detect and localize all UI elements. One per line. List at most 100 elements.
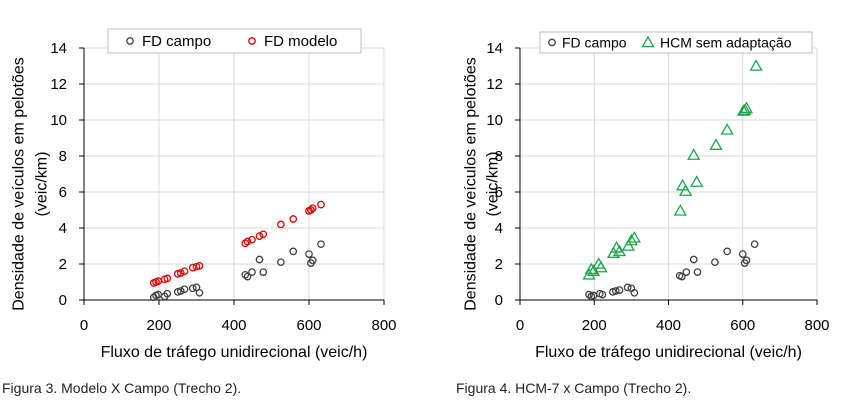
data-point-circle xyxy=(308,256,317,265)
data-point-triangle xyxy=(678,184,693,196)
legend-symbol-circle xyxy=(548,38,556,47)
data-point-circle xyxy=(176,269,185,277)
figure-3-caption: Figura 3. Modelo X Campo (Trecho 2). xyxy=(2,380,242,396)
data-point-circle xyxy=(255,255,264,264)
y-tick-label: 10 xyxy=(50,112,67,129)
data-point-circle xyxy=(255,232,264,240)
chart-hcm-vs-campo: 0 200 400 600 800 0 2 4 6 8 10 12 14 Fluxo de tráfego… xyxy=(463,31,830,361)
data-point-circle xyxy=(630,288,639,297)
x-axis-label: Fluxo de tráfego unidirecional (veic/h) xyxy=(101,344,368,361)
y-tick-label: 8 xyxy=(59,148,67,165)
legend-box xyxy=(539,31,813,54)
y-tick-label: 14 xyxy=(50,40,67,57)
data-point-circle xyxy=(277,258,285,267)
legend-symbol-triangle xyxy=(641,35,655,48)
data-point-triangle xyxy=(624,233,638,246)
data-point-circle xyxy=(738,250,747,258)
y-axis-label-line: Densidade de veículos em pelotões xyxy=(11,57,28,311)
data-point-circle xyxy=(289,215,298,223)
data-point-circle xyxy=(277,220,285,229)
data-point-circle xyxy=(308,204,317,213)
data-point-circle xyxy=(163,274,172,283)
legend-symbol-circle xyxy=(126,37,134,45)
y-tick-label: 4 xyxy=(495,220,503,237)
x-tick-label: 200 xyxy=(146,317,171,334)
data-point-circle xyxy=(711,258,719,267)
data-point-triangle xyxy=(627,231,641,243)
x-tick-label: 800 xyxy=(804,317,829,334)
data-point-circle xyxy=(611,287,620,295)
y-tick-label: 0 xyxy=(59,292,67,309)
x-tick-label: 800 xyxy=(371,317,396,334)
data-point-circle xyxy=(623,283,632,292)
data-point-circle xyxy=(678,272,686,281)
data-point-triangle xyxy=(690,175,704,187)
y-tick-label: 12 xyxy=(50,76,67,93)
x-tick-label: 200 xyxy=(582,317,607,334)
y-axis-label-line: (veic/km) xyxy=(485,152,502,217)
data-point-triangle xyxy=(594,260,608,273)
data-point-circle xyxy=(163,289,172,298)
data-point-triangle xyxy=(673,204,688,216)
data-point-circle xyxy=(289,247,298,256)
y-tick-label: 6 xyxy=(495,184,503,201)
y-tick-label: 0 xyxy=(495,292,503,309)
x-tick-label: 400 xyxy=(221,317,246,334)
y-tick-label: 10 xyxy=(486,112,503,129)
data-point-circle xyxy=(682,268,691,276)
y-tick-label: 4 xyxy=(59,220,67,237)
y-tick-label: 12 xyxy=(486,76,503,93)
data-point-circle xyxy=(195,288,204,297)
y-tick-label: 8 xyxy=(495,148,503,165)
data-point-circle xyxy=(689,255,698,264)
data-point-circle xyxy=(248,268,256,276)
x-tick-label: 600 xyxy=(296,317,321,334)
data-point-circle xyxy=(723,247,732,256)
data-point-circle xyxy=(259,230,268,239)
legend-label: FD campo xyxy=(142,33,211,50)
data-point-circle xyxy=(259,268,268,276)
data-point-triangle xyxy=(739,101,754,114)
x-tick-label: 600 xyxy=(730,317,755,334)
data-point-circle xyxy=(176,287,185,295)
x-tick-label: 0 xyxy=(80,317,88,334)
x-tick-label: 0 xyxy=(516,317,524,334)
legend-box xyxy=(107,28,362,54)
data-point-circle xyxy=(307,206,315,214)
data-point-circle xyxy=(241,239,250,248)
figure-4-caption: Figura 4. HCM-7 x Campo (Trecho 2). xyxy=(456,380,692,396)
data-point-circle xyxy=(317,200,325,209)
x-tick-label: 400 xyxy=(656,317,681,334)
x-axis-label: Fluxo de tráfego unidirecional (veic/h) xyxy=(535,344,802,361)
data-point-triangle xyxy=(709,138,723,150)
data-point-circle xyxy=(598,290,607,299)
legend-symbol-circle xyxy=(248,37,256,45)
data-point-circle xyxy=(750,240,759,249)
data-point-triangle xyxy=(749,59,763,71)
data-point-circle xyxy=(317,240,325,249)
data-point-circle xyxy=(188,263,197,272)
data-point-circle xyxy=(241,270,250,279)
data-point-circle xyxy=(693,268,702,276)
y-tick-label: 6 xyxy=(59,184,67,201)
y-tick-label: 2 xyxy=(59,256,67,273)
data-point-circle xyxy=(615,286,624,294)
data-point-circle xyxy=(180,267,189,276)
legend-label: FD modelo xyxy=(264,33,337,50)
data-point-circle xyxy=(585,290,593,299)
data-point-triangle xyxy=(720,123,734,135)
y-tick-label: 14 xyxy=(486,40,503,57)
data-point-circle xyxy=(248,235,256,244)
data-point-circle xyxy=(195,261,204,270)
data-point-circle xyxy=(243,237,252,246)
data-point-triangle xyxy=(687,148,701,160)
y-axis-label-line: Densidade de veículos em pelotões xyxy=(463,57,480,311)
data-point-circle xyxy=(188,284,197,293)
y-tick-label: 2 xyxy=(495,256,503,273)
data-point-triangle xyxy=(736,104,751,116)
legend-label: HCM sem adaptação xyxy=(660,35,792,51)
chart-fd-modelo-vs-campo: 0 200 400 600 800 0 2 4 6 8 10 12 14 Fluxo de tráfego… xyxy=(11,28,397,361)
data-point-circle xyxy=(742,256,751,265)
legend-label: FD campo xyxy=(562,35,627,51)
